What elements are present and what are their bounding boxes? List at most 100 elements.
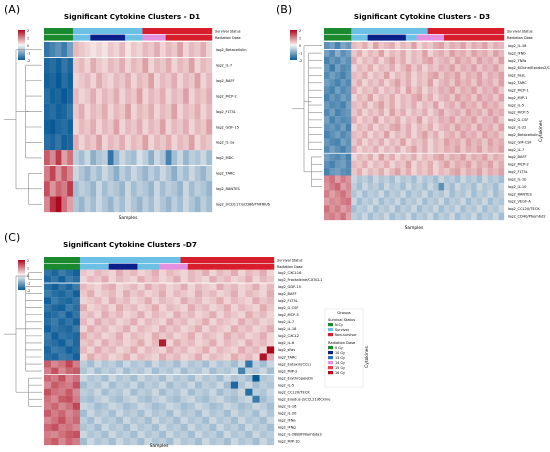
colorbar xyxy=(18,260,25,290)
heatmap-cell xyxy=(144,395,152,403)
heatmap-cell xyxy=(367,42,374,50)
heatmap-cell xyxy=(44,42,50,58)
heatmap-cell xyxy=(209,290,217,298)
heatmap-cell xyxy=(411,182,417,191)
heatmap-cell xyxy=(362,79,368,87)
heatmap-cell xyxy=(108,395,117,403)
heatmap-cell xyxy=(154,165,161,182)
heatmap-cell xyxy=(188,165,195,182)
heatmap-cell xyxy=(230,416,239,425)
heatmap-cell xyxy=(159,416,167,425)
heatmap-cell xyxy=(259,297,267,305)
heatmap-cell xyxy=(159,395,167,403)
heatmap-cell xyxy=(389,197,396,206)
heatmap-cell xyxy=(96,134,103,151)
heatmap-cell xyxy=(223,283,232,291)
heatmap-cell xyxy=(422,71,428,80)
heatmap-cell xyxy=(180,388,188,396)
colorbar-tick-label: 1 xyxy=(27,267,29,271)
heatmap-cell xyxy=(238,416,246,425)
heatmap-cell xyxy=(72,297,81,305)
heatmap-cell xyxy=(200,196,207,213)
heatmap-cell xyxy=(454,205,461,213)
heatmap-cell xyxy=(65,346,73,354)
heatmap-cell xyxy=(94,311,102,319)
heatmap-cell xyxy=(55,103,62,120)
heatmap-cell xyxy=(84,42,91,58)
heatmap-cell xyxy=(194,196,201,213)
heatmap-cell xyxy=(482,116,488,124)
heatmap-cell xyxy=(438,64,445,72)
heatmap-cell xyxy=(422,101,428,109)
heatmap-cell xyxy=(61,72,68,89)
row-dendrogram-3 xyxy=(4,272,42,407)
heatmap-cell xyxy=(154,103,161,120)
heatmap-cell xyxy=(142,42,149,58)
heatmap-cell xyxy=(94,437,102,446)
heatmap-cell xyxy=(151,395,160,403)
heatmap-cell xyxy=(465,64,472,72)
heatmap-cell xyxy=(130,150,137,166)
heatmap-cell xyxy=(148,103,155,120)
survival-status-bar-segment xyxy=(351,28,428,34)
heatmap-cell xyxy=(340,160,346,169)
heatmap-cell xyxy=(180,416,188,425)
heatmap-cell xyxy=(202,367,210,375)
panel-title: Significant Cytokine Clusters -D7 xyxy=(63,240,197,249)
heatmap-cell xyxy=(202,416,210,425)
colorbar-tick-label: -2 xyxy=(299,59,302,63)
heatmap-cell xyxy=(476,138,483,146)
heatmap-cell xyxy=(345,86,352,95)
heatmap-cell xyxy=(171,88,178,104)
heatmap-cell xyxy=(487,197,494,206)
heatmap-cell xyxy=(416,145,423,154)
heatmap-cell xyxy=(460,153,466,161)
heatmap-cell xyxy=(340,212,346,221)
heatmap-cell xyxy=(194,57,201,74)
heatmap-cell xyxy=(493,168,499,176)
row-label: log2_CXCL16 xyxy=(278,271,302,275)
heatmap-cell xyxy=(378,212,385,221)
heatmap-cell xyxy=(373,42,379,50)
heatmap-cell xyxy=(345,190,352,198)
heatmap-cell xyxy=(394,42,401,50)
heatmap-cell xyxy=(125,134,132,151)
heatmap-cell xyxy=(384,86,390,95)
heatmap-cell xyxy=(487,205,494,213)
heatmap-cell xyxy=(324,145,330,154)
heatmap-cell xyxy=(334,131,341,139)
heatmap-cell xyxy=(188,181,195,197)
heatmap-cell xyxy=(216,269,224,277)
radiation-dose-bar-segment xyxy=(108,263,138,270)
heatmap-cell xyxy=(58,402,66,410)
heatmap-cell xyxy=(51,283,59,291)
heatmap-cell xyxy=(324,175,330,184)
heatmap-cell xyxy=(238,360,246,368)
heatmap-cell xyxy=(151,318,160,326)
row-label: log2_IFNb xyxy=(508,51,526,55)
heatmap-cell xyxy=(367,138,374,146)
heatmap-cell xyxy=(119,196,126,213)
heatmap-cell xyxy=(194,430,203,439)
heatmap-cell xyxy=(482,145,488,154)
heatmap-cell xyxy=(58,332,66,340)
heatmap-cell xyxy=(90,42,97,58)
heatmap-cell xyxy=(115,437,124,446)
heatmap-cell xyxy=(266,318,275,326)
heatmap-cell xyxy=(482,79,488,87)
heatmap-cell xyxy=(487,175,494,184)
heatmap-cell xyxy=(324,197,330,206)
heatmap-cell xyxy=(96,181,103,197)
heatmap-cell xyxy=(454,108,461,117)
heatmap-cell xyxy=(159,72,166,89)
heatmap-cell xyxy=(216,353,224,361)
heatmap-cell xyxy=(177,150,184,166)
heatmap-cell xyxy=(107,103,114,120)
heatmap-cell xyxy=(61,134,68,151)
heatmap-cell xyxy=(154,181,161,197)
heatmap-cell xyxy=(55,119,62,135)
row-label: log2_Eotaxin(CCL) xyxy=(278,362,311,366)
annotation-label: Radiation Dose xyxy=(215,36,241,40)
heatmap-cell xyxy=(123,318,131,326)
heatmap-cell xyxy=(351,56,357,65)
